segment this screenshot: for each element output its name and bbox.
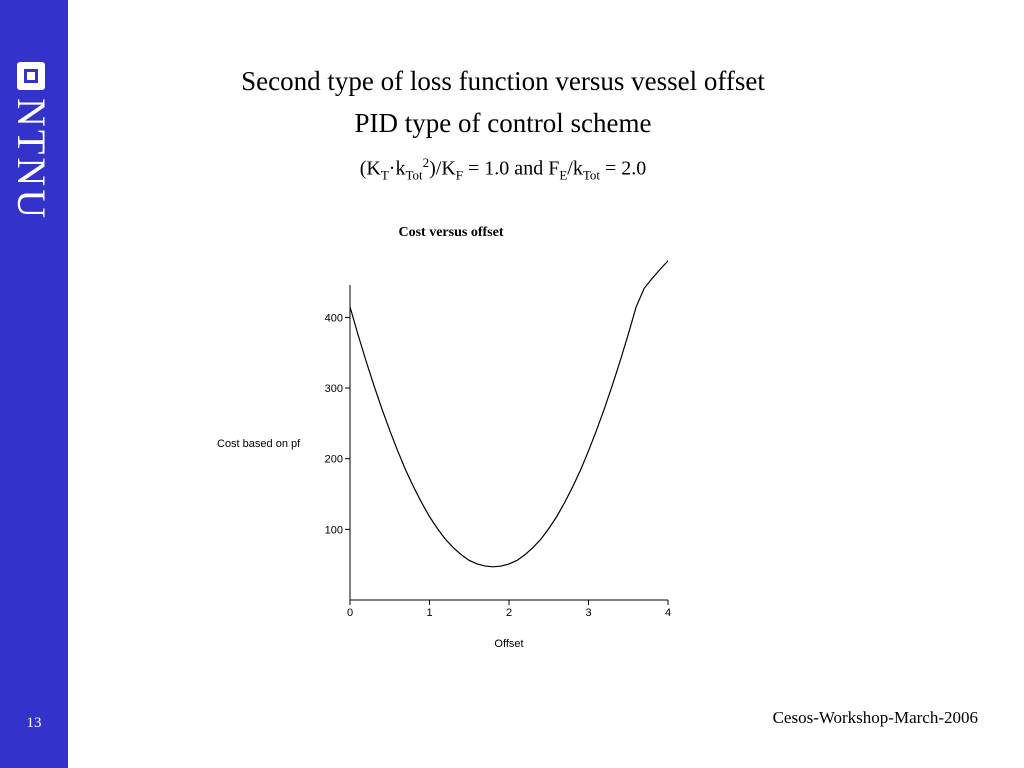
y-tick-label: 400: [325, 312, 343, 324]
footer-text: Cesos-Workshop-March-2006: [772, 708, 978, 727]
x-axis-label: Offset: [494, 638, 523, 650]
x-tick-label: 2: [506, 607, 512, 619]
ntnu-sidebar: NTNU 13: [0, 0, 68, 768]
page-number: 13: [26, 715, 42, 731]
y-tick-label: 300: [325, 383, 343, 395]
y-tick-label: 200: [325, 454, 343, 466]
chart-title: Cost versus offset: [399, 225, 504, 240]
parameter-formula: (KT·kTot2)/KF = 1.0 and FE/kTot = 2.0: [359, 155, 647, 183]
ntnu-logo-icon: [17, 62, 45, 90]
slide-title-line1: Second type of loss function versus vess…: [241, 66, 765, 96]
y-axis-label: Cost based on pf: [217, 438, 301, 450]
x-tick-label: 3: [585, 607, 591, 619]
x-tick-label: 4: [665, 607, 671, 619]
y-tick-label: 100: [325, 524, 343, 536]
cost-curve: [349, 260, 669, 568]
x-tick-label: 0: [347, 607, 353, 619]
slide-title-line2: PID type of control scheme: [354, 108, 652, 138]
x-tick-label: 1: [426, 607, 432, 619]
